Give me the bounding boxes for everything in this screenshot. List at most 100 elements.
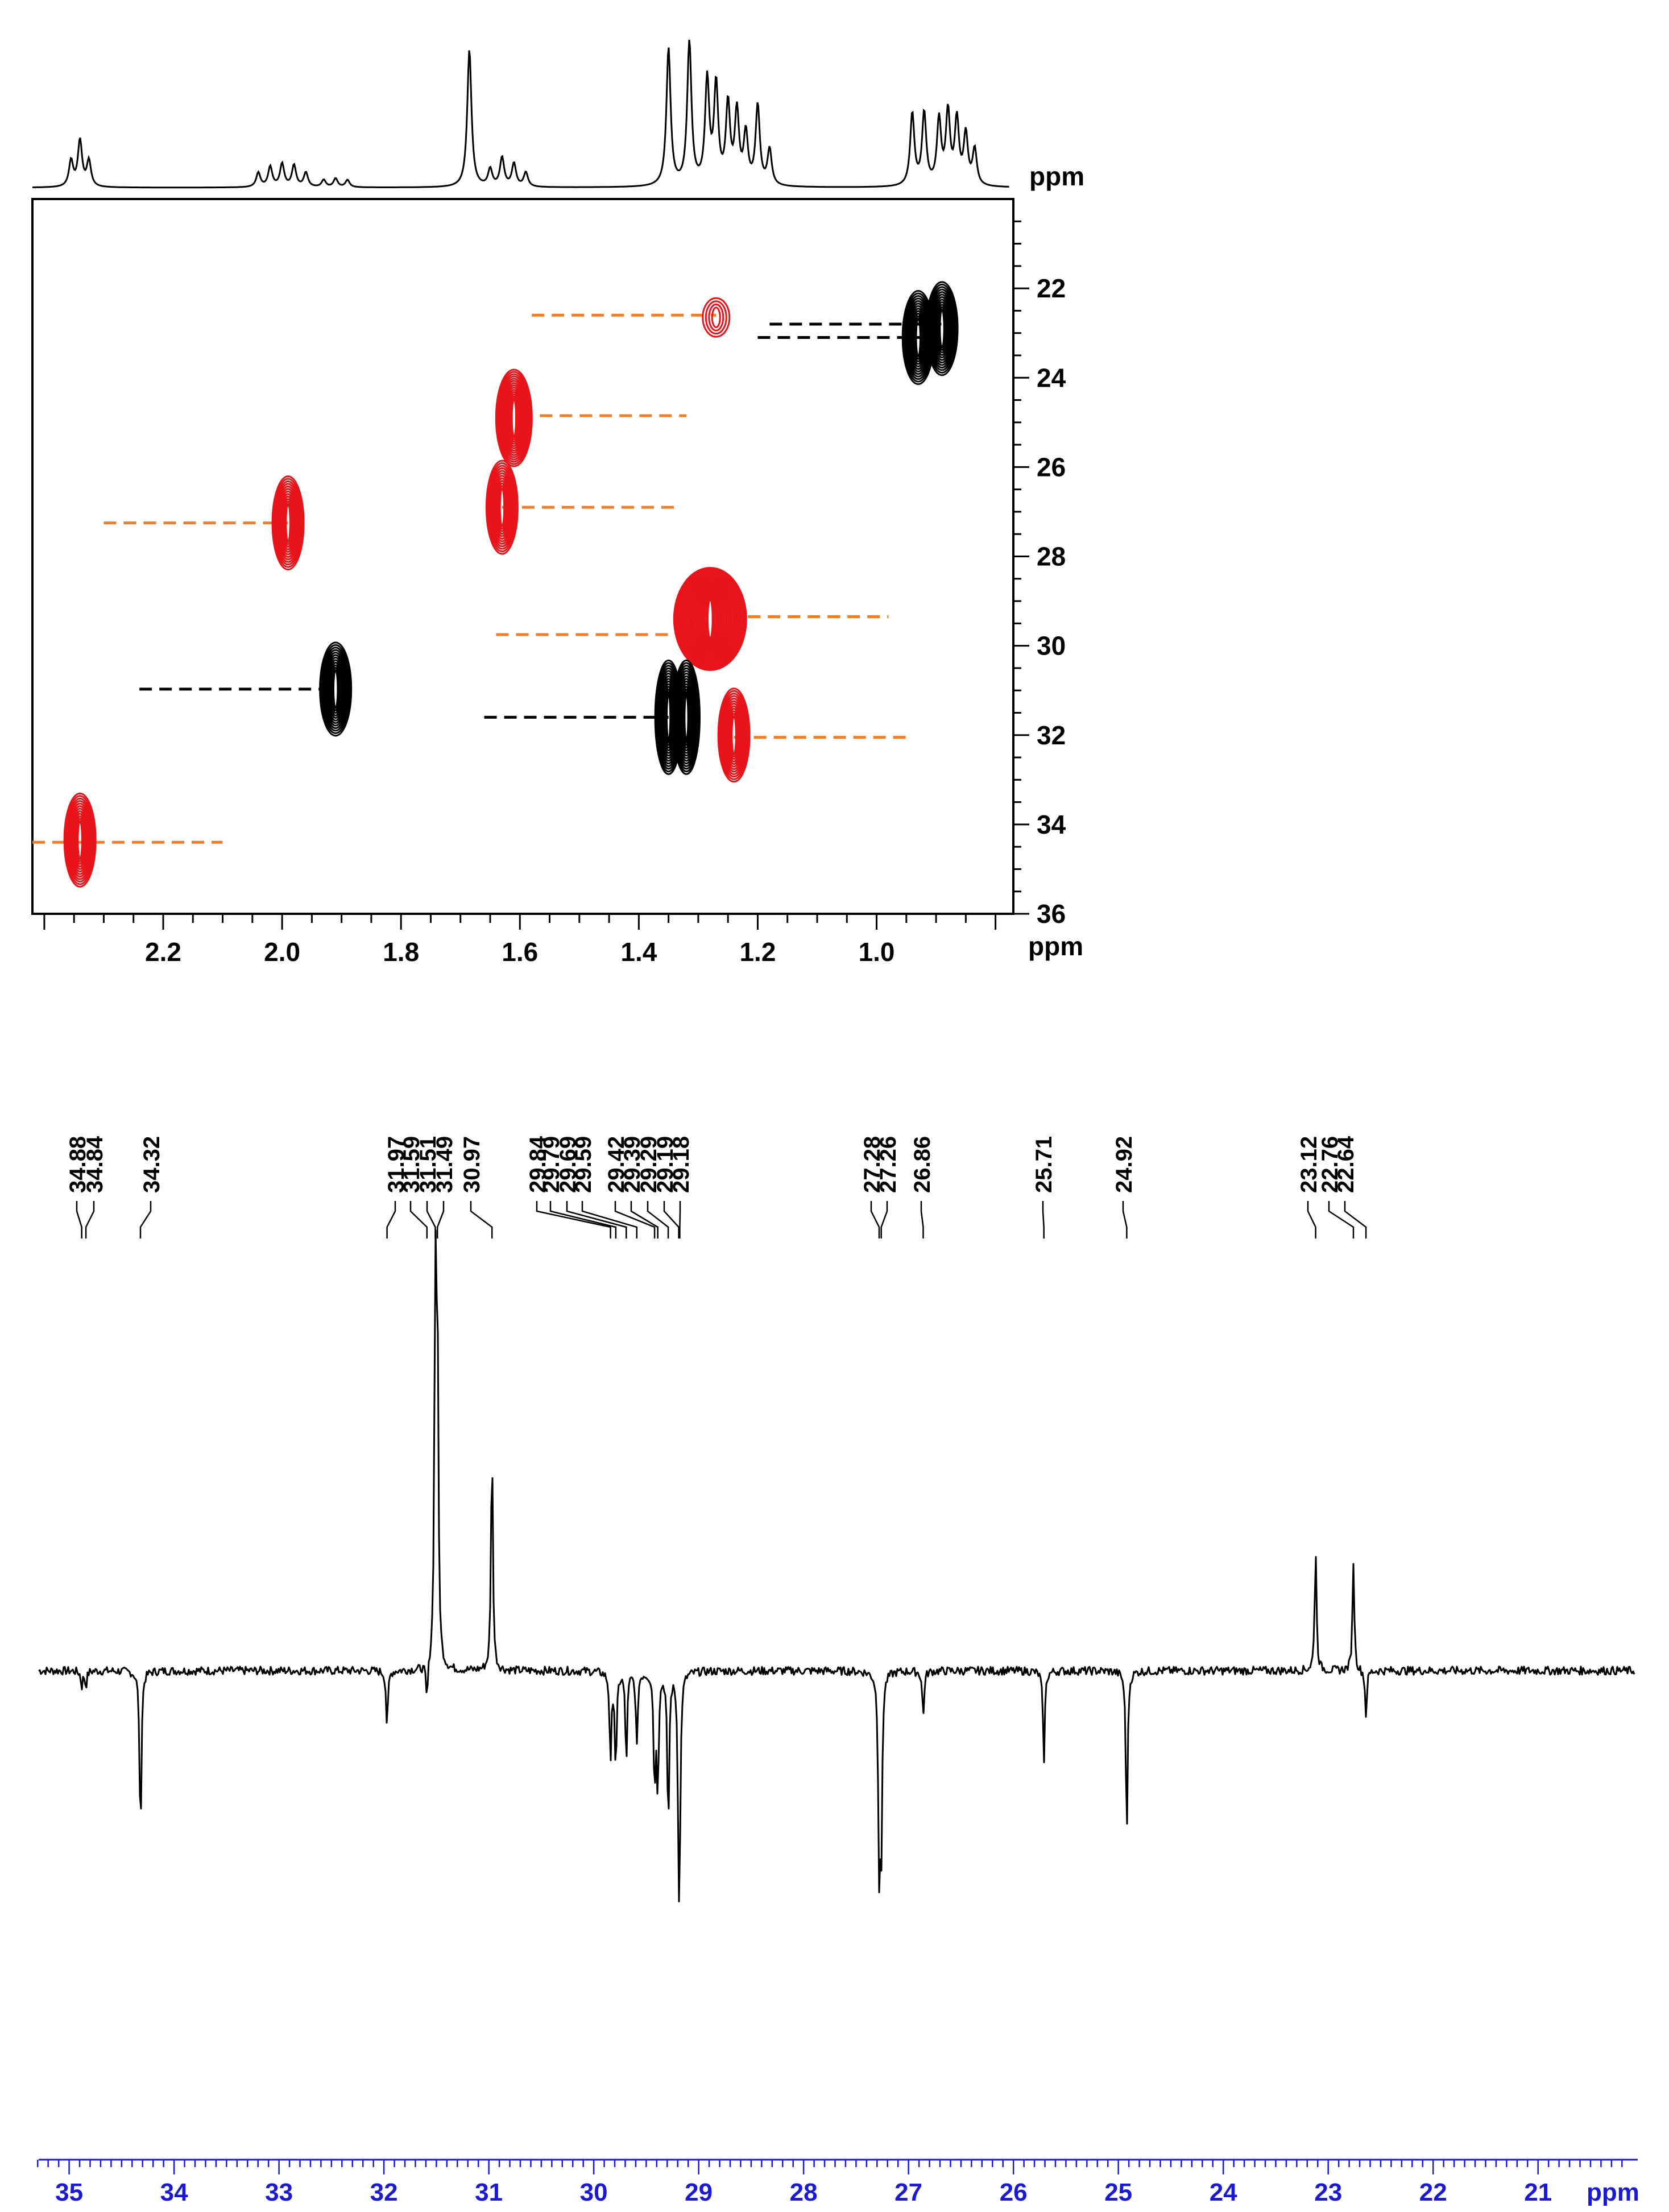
contour-ring — [284, 500, 292, 545]
contour-ring — [705, 597, 715, 641]
peak-label-connector — [880, 1201, 888, 1238]
contour-ring — [673, 566, 747, 671]
contour-ring — [939, 309, 945, 349]
contour-ring — [690, 583, 730, 655]
contour-ring — [933, 296, 951, 361]
contour-ring — [697, 589, 723, 649]
contour-ring — [495, 480, 509, 535]
contour-ring — [702, 594, 719, 644]
x-tick-label: 30 — [580, 2178, 608, 2206]
peak-label: 29.42 — [604, 1136, 629, 1193]
contour-ring — [674, 665, 699, 770]
x-tick-label: 1.8 — [383, 937, 419, 967]
cross-peak — [672, 659, 701, 775]
x-tick-label: 2.0 — [264, 937, 300, 967]
contour-ring — [71, 807, 89, 873]
contour-ring — [502, 382, 525, 454]
x-tick-label: 28 — [790, 2178, 818, 2206]
peak-label: 22.76 — [1318, 1136, 1343, 1193]
contour-ring — [666, 694, 672, 741]
peak-label-connector — [1122, 1201, 1128, 1238]
contour-ring — [731, 715, 737, 755]
contour-ring — [68, 802, 92, 878]
contour-ring — [329, 661, 342, 716]
y-tick-label: 32 — [1037, 720, 1066, 750]
y-tick-label: 28 — [1037, 542, 1066, 571]
contour-ring — [281, 495, 295, 550]
y-tick-label: 36 — [1037, 899, 1066, 929]
contour-ring — [688, 580, 733, 658]
contour-ring — [276, 485, 300, 561]
contour-ring — [934, 299, 950, 359]
contour-ring — [321, 647, 350, 732]
contour-ring — [926, 283, 958, 374]
contour-ring — [935, 301, 949, 356]
contour-ring — [501, 380, 527, 456]
contour-ring — [272, 478, 304, 568]
contour-ring — [676, 570, 744, 668]
contour-ring — [500, 378, 528, 458]
contour-ring — [677, 675, 695, 759]
contour-ring — [682, 688, 691, 746]
peak-label: 34.84 — [82, 1136, 107, 1193]
peak-label-connector — [409, 1201, 428, 1238]
contour-ring — [487, 462, 517, 553]
contour-ring — [507, 391, 521, 445]
contour-ring — [707, 598, 714, 640]
contour-ring — [686, 579, 735, 659]
x-tick-label: 2.2 — [145, 937, 181, 967]
peak-label: 29.84 — [525, 1136, 550, 1193]
x-tick-label: 31 — [475, 2178, 503, 2206]
peak-label-connector — [1307, 1201, 1316, 1238]
contour-ring — [488, 465, 516, 550]
contour-ring — [490, 470, 514, 545]
projection-trace — [32, 39, 1009, 189]
contour-ring — [938, 306, 946, 351]
contour-ring — [682, 575, 738, 662]
contour-ring — [285, 503, 291, 543]
hsqc-panel: 2.2 2.0 1.8 1.6 1.4 1.2 1.0 22 24 26 28 30 32 34 36 p… — [31, 39, 1084, 967]
contour-ring — [726, 705, 742, 765]
peak-label: 31.49 — [432, 1136, 457, 1193]
peak-label-connector — [536, 1201, 611, 1238]
contour-ring — [719, 693, 748, 778]
contour-ring — [692, 585, 728, 653]
peak-label: 29.69 — [556, 1136, 581, 1193]
contour-ring — [695, 588, 725, 650]
contour-ring — [910, 308, 926, 367]
contour-ring — [718, 690, 749, 780]
contour-ring — [77, 820, 83, 860]
contour-ring — [485, 459, 519, 555]
contour-ring — [681, 686, 692, 749]
contour-ring — [723, 700, 744, 771]
contour-ring — [489, 467, 515, 548]
peak-label: 22.64 — [1333, 1136, 1359, 1193]
y-tick-label: 22 — [1037, 274, 1066, 303]
contour-ring — [927, 286, 956, 371]
x-tick-label: 29 — [685, 2178, 713, 2206]
contour-ring — [717, 687, 751, 783]
contour-ring — [724, 702, 743, 768]
contour-ring — [332, 669, 339, 709]
x-tick-label: 27 — [894, 2178, 922, 2206]
contour-ring — [680, 573, 741, 665]
contour-ring — [929, 288, 955, 369]
peak-label: 29.18 — [669, 1136, 694, 1193]
contour-ring — [700, 593, 720, 645]
contour-ring — [674, 568, 746, 670]
contour-ring — [492, 475, 511, 540]
contour-ring — [705, 300, 727, 335]
peak-label: 31.51 — [416, 1136, 441, 1193]
y-tick-label: 34 — [1037, 810, 1066, 839]
contour-ring — [65, 797, 94, 883]
guide-lines — [32, 313, 948, 844]
peak-label: 29.59 — [571, 1136, 596, 1193]
x-tick-label: 1.2 — [739, 937, 776, 967]
peak-label: 25.71 — [1032, 1136, 1057, 1193]
cross-peak — [673, 566, 747, 671]
contour-ring — [511, 397, 517, 438]
contour-ring — [915, 317, 921, 358]
contour-ring — [325, 654, 346, 724]
contour-ring — [328, 659, 343, 719]
